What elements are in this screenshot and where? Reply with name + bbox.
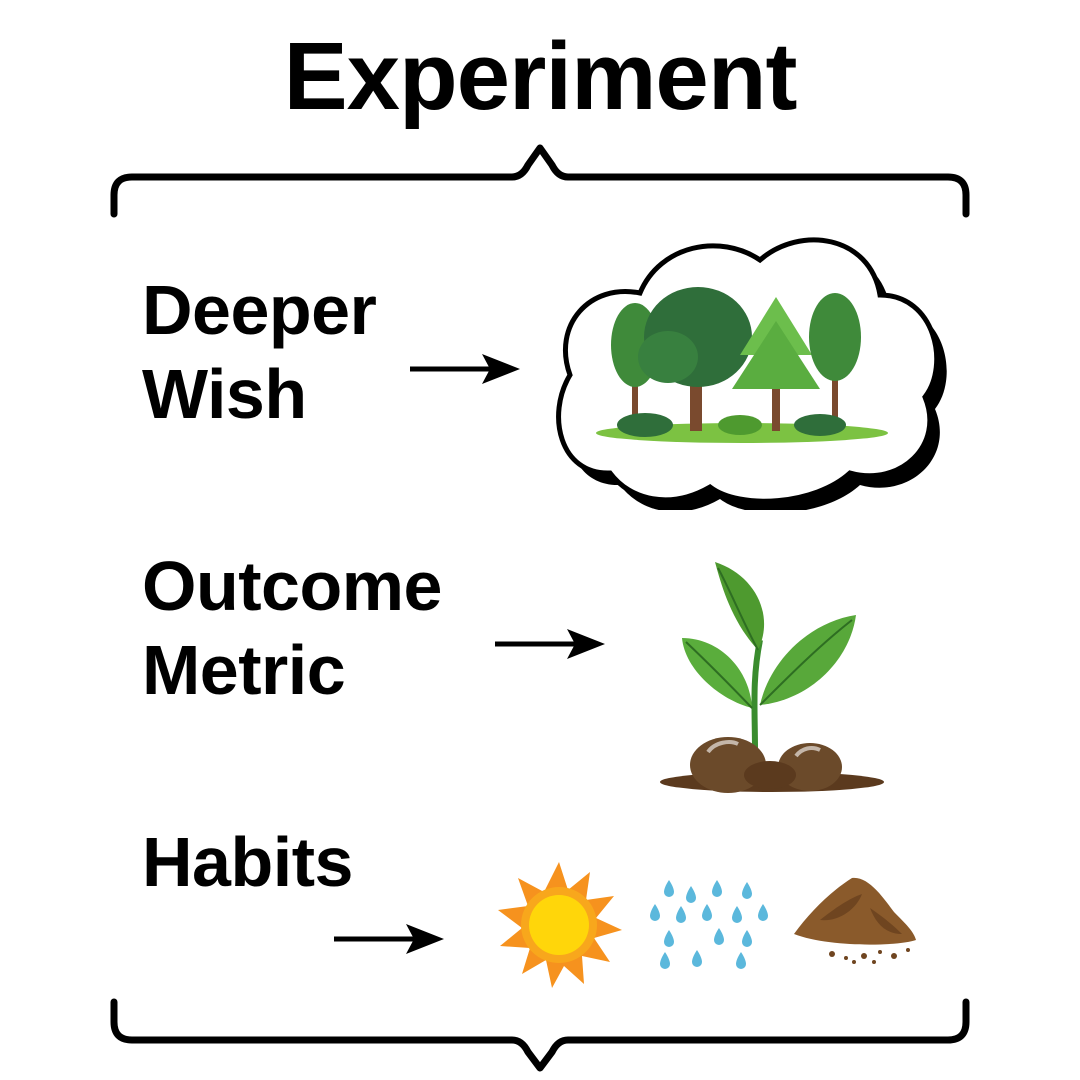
habits-line1: Habits <box>142 823 353 901</box>
rain-drops-icon <box>650 880 768 969</box>
outcome-metric-line2: Metric <box>142 631 346 709</box>
bottom-brace <box>110 998 970 1072</box>
deeper-wish-line2: Wish <box>142 355 307 433</box>
outcome-metric-label: Outcome Metric <box>142 544 442 712</box>
sun-icon <box>498 862 622 988</box>
diagram-title: Experiment <box>283 23 798 130</box>
outcome-metric-arrow-icon <box>495 629 605 659</box>
forest-thought-cloud-icon <box>556 237 947 510</box>
habits-label: Habits <box>142 820 353 904</box>
seedling-icon <box>660 562 884 793</box>
top-brace <box>110 144 970 218</box>
soil-pile-icon <box>794 877 916 964</box>
deeper-wish-label: Deeper Wish <box>142 268 377 436</box>
outcome-metric-line1: Outcome <box>142 547 442 625</box>
deeper-wish-arrow-icon <box>410 354 520 384</box>
habits-arrow-icon <box>334 924 444 954</box>
deeper-wish-line1: Deeper <box>142 271 377 349</box>
